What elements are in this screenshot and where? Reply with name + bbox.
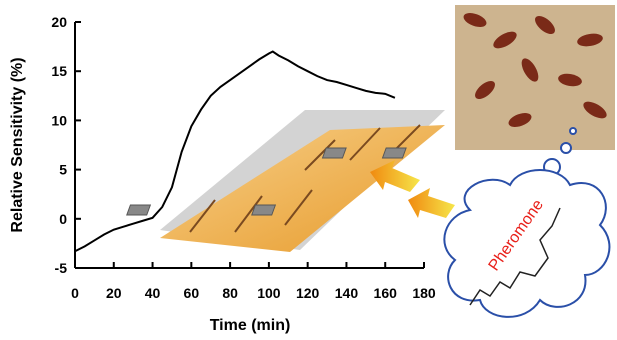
x-tick-label: 20 [106,285,122,301]
x-tick-label: 0 [71,285,79,301]
y-tick-label: 15 [51,63,67,79]
y-axis-label: Relative Sensitivity (%) [9,57,26,232]
y-tick-label: -5 [55,260,68,276]
chart: Pheromone Time (min) Relative Sensitivit… [0,0,617,335]
y-tick-label: 0 [59,211,67,227]
x-tick-label: 140 [335,285,359,301]
y-tick-label: 5 [59,162,67,178]
x-tick-label: 60 [184,285,200,301]
y-tick-label: 20 [51,14,67,30]
page: {"chart_data": {"type": "line", "x_label… [0,0,617,340]
beetle-photo [455,5,615,150]
sensor-illustration [127,110,455,252]
x-tick-label: 40 [145,285,161,301]
y-tick-label: 10 [51,112,67,128]
x-tick-label: 80 [222,285,238,301]
x-axis-label: Time (min) [210,317,291,334]
x-tick-label: 180 [412,285,436,301]
x-tick-label: 120 [296,285,320,301]
x-tick-label: 160 [374,285,398,301]
x-tick-label: 100 [257,285,281,301]
